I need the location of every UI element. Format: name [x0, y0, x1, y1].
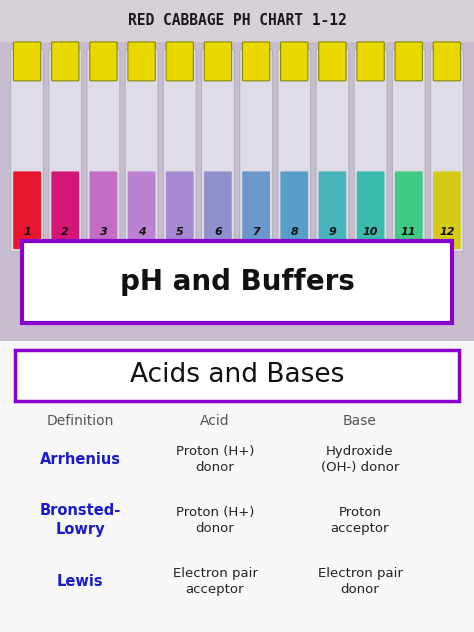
Text: Hydroxide
(OH-) donor: Hydroxide (OH-) donor [321, 444, 399, 473]
Text: 5: 5 [176, 227, 183, 237]
FancyBboxPatch shape [128, 42, 155, 81]
FancyBboxPatch shape [392, 49, 425, 252]
Text: 6: 6 [214, 227, 222, 237]
FancyBboxPatch shape [242, 42, 270, 81]
FancyBboxPatch shape [90, 171, 117, 249]
Text: 7: 7 [252, 227, 260, 237]
Text: 11: 11 [401, 227, 417, 237]
FancyBboxPatch shape [128, 171, 155, 249]
FancyBboxPatch shape [166, 42, 193, 81]
FancyBboxPatch shape [204, 171, 232, 249]
FancyBboxPatch shape [357, 171, 384, 249]
Text: RED CABBAGE PH CHART 1-12: RED CABBAGE PH CHART 1-12 [128, 13, 346, 28]
FancyBboxPatch shape [204, 42, 232, 81]
FancyBboxPatch shape [52, 42, 79, 81]
Text: 8: 8 [291, 227, 298, 237]
FancyBboxPatch shape [278, 49, 310, 252]
Text: 1: 1 [23, 227, 31, 237]
FancyBboxPatch shape [319, 171, 346, 249]
FancyBboxPatch shape [166, 171, 194, 249]
FancyBboxPatch shape [433, 171, 461, 249]
FancyBboxPatch shape [201, 49, 234, 252]
FancyBboxPatch shape [13, 171, 41, 249]
Text: Proton (H+)
donor: Proton (H+) donor [176, 506, 254, 535]
FancyBboxPatch shape [395, 171, 423, 249]
FancyBboxPatch shape [125, 49, 158, 252]
Text: 3: 3 [100, 227, 107, 237]
FancyBboxPatch shape [15, 350, 459, 401]
FancyBboxPatch shape [316, 49, 349, 252]
Text: 9: 9 [328, 227, 336, 237]
FancyBboxPatch shape [90, 42, 117, 81]
Text: 2: 2 [61, 227, 69, 237]
FancyBboxPatch shape [22, 241, 452, 322]
FancyBboxPatch shape [395, 42, 422, 81]
Text: Lewis: Lewis [57, 574, 103, 588]
Text: Electron pair
acceptor: Electron pair acceptor [173, 567, 257, 595]
FancyBboxPatch shape [319, 42, 346, 81]
Bar [0, 0, 474, 41]
Text: Base: Base [343, 414, 377, 428]
FancyBboxPatch shape [49, 49, 82, 252]
Text: Definition: Definition [46, 414, 114, 428]
Text: Proton (H+)
donor: Proton (H+) donor [176, 444, 254, 473]
Text: 12: 12 [439, 227, 455, 237]
Text: Arrhenius: Arrhenius [39, 451, 120, 466]
Text: Electron pair
donor: Electron pair donor [318, 567, 402, 595]
Text: pH and Buffers: pH and Buffers [119, 267, 355, 296]
FancyBboxPatch shape [240, 49, 273, 252]
Text: Acid: Acid [200, 414, 230, 428]
Text: Acids and Bases: Acids and Bases [130, 362, 344, 389]
Text: 10: 10 [363, 227, 378, 237]
FancyBboxPatch shape [11, 49, 44, 252]
FancyBboxPatch shape [51, 171, 79, 249]
FancyBboxPatch shape [433, 42, 461, 81]
Text: Proton
acceptor: Proton acceptor [331, 506, 389, 535]
FancyBboxPatch shape [354, 49, 387, 252]
Text: 4: 4 [138, 227, 146, 237]
FancyBboxPatch shape [280, 171, 308, 249]
FancyBboxPatch shape [242, 171, 270, 249]
FancyBboxPatch shape [87, 49, 120, 252]
Text: Bronsted-
Lowry: Bronsted- Lowry [39, 503, 120, 537]
FancyBboxPatch shape [13, 42, 41, 81]
FancyBboxPatch shape [357, 42, 384, 81]
FancyBboxPatch shape [281, 42, 308, 81]
FancyBboxPatch shape [164, 49, 196, 252]
FancyBboxPatch shape [430, 49, 463, 252]
